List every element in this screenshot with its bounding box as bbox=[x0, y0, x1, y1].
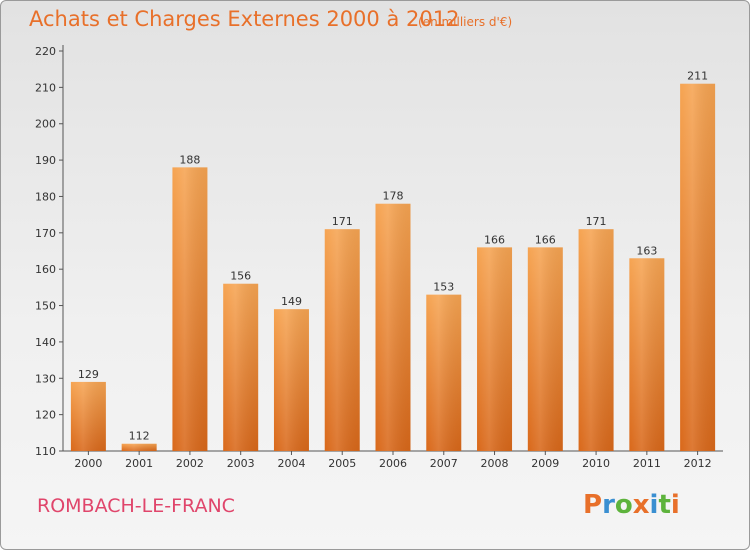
logo-letter: t bbox=[658, 490, 671, 520]
x-tick-label-2009: 2009 bbox=[531, 457, 559, 470]
y-tick-label: 180 bbox=[35, 190, 56, 203]
y-tick-label: 140 bbox=[35, 336, 56, 349]
x-tick-label-2006: 2006 bbox=[379, 457, 407, 470]
data-label-2006: 178 bbox=[383, 190, 404, 203]
chart-title: Achats et Charges Externes 2000 à 2012 bbox=[29, 7, 460, 31]
bar-shine-2001 bbox=[121, 443, 157, 451]
y-tick-label: 170 bbox=[35, 227, 56, 240]
data-label-2010: 171 bbox=[586, 215, 607, 228]
y-tick-label: 210 bbox=[35, 81, 56, 94]
y-tick-label: 220 bbox=[35, 45, 56, 58]
data-label-2007: 153 bbox=[433, 281, 454, 294]
bar-shine-2005 bbox=[324, 229, 360, 451]
y-tick-label: 160 bbox=[35, 263, 56, 276]
bar-shine-2003 bbox=[223, 283, 259, 451]
labels-group: 2000 129 2001 112 2002 188 2003 156 2004 149 2005 1… bbox=[74, 70, 711, 470]
proxiti-logo: Proxiti bbox=[583, 490, 680, 520]
y-tick-label: 120 bbox=[35, 409, 56, 422]
x-tick-label-2007: 2007 bbox=[430, 457, 458, 470]
data-label-2001: 112 bbox=[129, 430, 150, 443]
data-label-2000: 129 bbox=[78, 368, 99, 381]
data-label-2012: 211 bbox=[687, 70, 708, 83]
data-label-2008: 166 bbox=[484, 233, 505, 246]
logo-letter: x bbox=[632, 490, 650, 520]
bar-shine-2011 bbox=[629, 258, 665, 451]
bar-shine-2002 bbox=[172, 167, 208, 451]
bar-shine-2008 bbox=[477, 247, 513, 451]
chart-subtitle: (en milliers d'€) bbox=[418, 15, 513, 29]
x-tick-label-2012: 2012 bbox=[684, 457, 712, 470]
x-tick-label-2002: 2002 bbox=[176, 457, 204, 470]
y-tick-label: 190 bbox=[35, 154, 56, 167]
data-label-2004: 149 bbox=[281, 295, 302, 308]
bar-shine-2004 bbox=[273, 309, 309, 451]
city-name: ROMBACH-LE-FRANC bbox=[37, 495, 235, 517]
data-label-2011: 163 bbox=[636, 244, 657, 257]
x-tick-label-2003: 2003 bbox=[227, 457, 255, 470]
data-label-2002: 188 bbox=[179, 153, 200, 166]
x-tick-label-2004: 2004 bbox=[277, 457, 305, 470]
y-tick-label: 200 bbox=[35, 118, 56, 131]
bar-shine-2010 bbox=[578, 229, 614, 451]
x-tick-label-2000: 2000 bbox=[74, 457, 102, 470]
y-tick-label: 130 bbox=[35, 372, 56, 385]
y-tick-label: 150 bbox=[35, 300, 56, 313]
logo-letter: i bbox=[670, 490, 680, 520]
x-tick-label-2001: 2001 bbox=[125, 457, 153, 470]
x-tick-label-2011: 2011 bbox=[633, 457, 661, 470]
x-tick-label-2005: 2005 bbox=[328, 457, 356, 470]
bar-shine-2006 bbox=[375, 203, 411, 451]
logo-letter: o bbox=[614, 490, 633, 520]
y-tick-label: 110 bbox=[35, 445, 56, 458]
axes: 110 120 130 140 150 160 170 180 190 200 210 220 bbox=[35, 45, 723, 458]
bar-shine-2009 bbox=[527, 247, 563, 451]
logo-letter: r bbox=[602, 490, 615, 520]
bar-shine-2012 bbox=[680, 83, 716, 452]
logo-letter: i bbox=[649, 490, 659, 520]
data-label-2005: 171 bbox=[332, 215, 353, 228]
bar-shine-2007 bbox=[426, 294, 462, 451]
x-tick-label-2010: 2010 bbox=[582, 457, 610, 470]
data-label-2003: 156 bbox=[230, 270, 251, 283]
bars-group bbox=[70, 83, 716, 452]
logo-letter: P bbox=[583, 490, 603, 520]
bar-shine-2000 bbox=[70, 381, 106, 451]
x-tick-label-2008: 2008 bbox=[481, 457, 509, 470]
data-label-2009: 166 bbox=[535, 233, 556, 246]
